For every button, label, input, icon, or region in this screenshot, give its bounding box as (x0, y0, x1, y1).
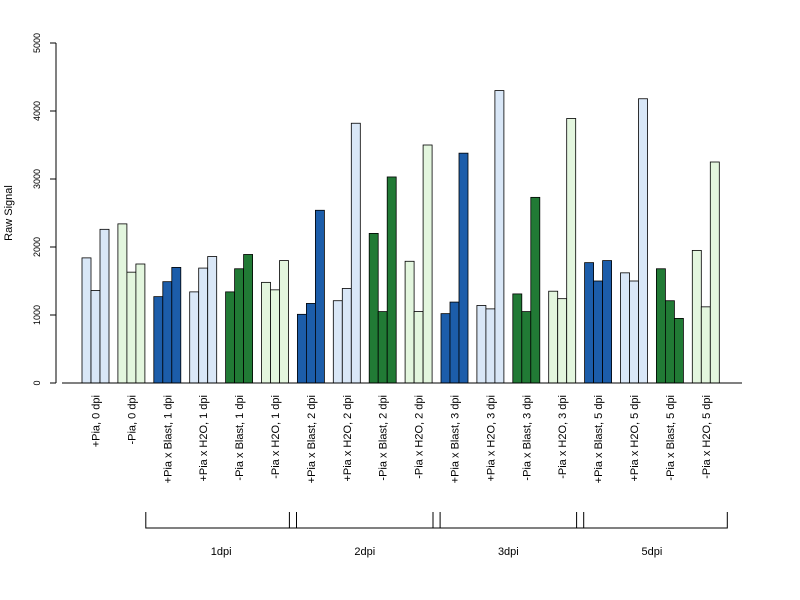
bar (314, 209, 325, 384)
y-tick-label: 0 (32, 380, 42, 385)
group-bracket-label: 5dpi (642, 546, 663, 558)
bar (126, 271, 137, 384)
x-tick-label: -Pia x Blast, 5 dpi (665, 395, 677, 481)
bar (665, 300, 675, 384)
bar (171, 266, 182, 384)
bar (620, 272, 630, 384)
bar (638, 98, 648, 384)
x-tick-label: +Pia x Blast, 3 dpi (450, 395, 462, 483)
bar (350, 122, 361, 384)
bar (449, 301, 460, 384)
bar (279, 260, 289, 384)
x-tick-label: -Pia x H2O, 1 dpi (270, 395, 282, 479)
x-tick-label: -Pia, 0 dpi (126, 395, 138, 445)
bar (584, 262, 594, 384)
bar (243, 254, 254, 384)
x-tick-labels: +Pia, 0 dpi -Pia, 0 dpi +Pia x Blast, 1 dp… (91, 395, 713, 483)
x-tick-label: -Pia x H2O, 2 dpi (414, 395, 426, 479)
bar (368, 232, 379, 384)
bar-series (62, 90, 742, 384)
bar (225, 291, 236, 384)
bar (674, 317, 684, 384)
bar (557, 298, 568, 384)
group-bracket-label: 3dpi (498, 546, 519, 558)
bar (296, 313, 307, 384)
bar (485, 308, 496, 384)
x-tick-label: -Pia x Blast, 1 dpi (234, 395, 246, 481)
bar (135, 263, 146, 384)
dpi-brackets: 1dpi 2dpi 3dpi 5dpi (145, 512, 728, 558)
bar (305, 303, 316, 384)
x-tick-label: +Pia, 0 dpi (91, 395, 103, 447)
bar (476, 305, 487, 384)
bar (90, 290, 101, 384)
bar (629, 280, 639, 384)
bar (377, 311, 388, 384)
bar (234, 268, 245, 384)
bar (512, 293, 523, 384)
bar (440, 313, 451, 384)
group-bracket-label: 2dpi (354, 546, 375, 558)
y-tick-label: 4000 (32, 101, 42, 121)
y-tick-label: 2000 (32, 237, 42, 257)
y-tick-label: 5000 (32, 33, 42, 53)
group-bracket (145, 512, 297, 529)
bar (261, 281, 271, 384)
bar (153, 296, 164, 384)
bar (700, 306, 711, 384)
bar (593, 280, 603, 384)
bar (198, 267, 209, 384)
x-tick-label: -Pia x H2O, 5 dpi (701, 395, 713, 479)
x-tick-label: -Pia x Blast, 3 dpi (521, 395, 533, 481)
x-tick-label: +Pia x Blast, 5 dpi (593, 395, 605, 483)
bar (709, 161, 720, 384)
x-tick-label: +Pia x Blast, 2 dpi (306, 395, 318, 483)
bar (341, 288, 352, 384)
bar (117, 223, 128, 384)
bar (530, 196, 541, 384)
group-bracket (432, 512, 585, 529)
bar (422, 144, 433, 384)
bar (413, 311, 424, 384)
bar (207, 256, 218, 384)
bar (81, 257, 92, 384)
y-axis-label: Raw Signal (3, 185, 15, 241)
bar (656, 268, 666, 384)
bar (162, 281, 173, 384)
y-axis: 0 1000 2000 3000 4000 5000 (32, 33, 57, 386)
bar (548, 290, 559, 384)
bar (602, 260, 612, 384)
bar (404, 260, 415, 384)
y-tick-label: 1000 (32, 305, 42, 325)
bar (458, 152, 469, 384)
bar (270, 289, 280, 384)
bar (494, 90, 505, 384)
bar (386, 176, 397, 384)
y-tick-label: 3000 (32, 169, 42, 189)
x-tick-label: -Pia x Blast, 2 dpi (378, 395, 390, 481)
bar (521, 311, 532, 384)
x-tick-label: +Pia x H2O, 3 dpi (485, 395, 497, 482)
x-tick-label: +Pia x H2O, 5 dpi (629, 395, 641, 482)
bar (566, 118, 577, 384)
x-tick-label: -Pia x H2O, 3 dpi (557, 395, 569, 479)
x-tick-label: +Pia x H2O, 2 dpi (342, 395, 354, 482)
bar (332, 300, 343, 384)
bar (99, 228, 110, 384)
group-bracket-label: 1dpi (211, 546, 232, 558)
x-tick-label: +Pia x H2O, 1 dpi (198, 395, 210, 482)
x-tick-label: +Pia x Blast, 1 dpi (162, 395, 174, 483)
group-bracket (288, 512, 441, 529)
group-bracket (576, 512, 728, 529)
bar (189, 291, 200, 384)
bar (691, 249, 702, 384)
